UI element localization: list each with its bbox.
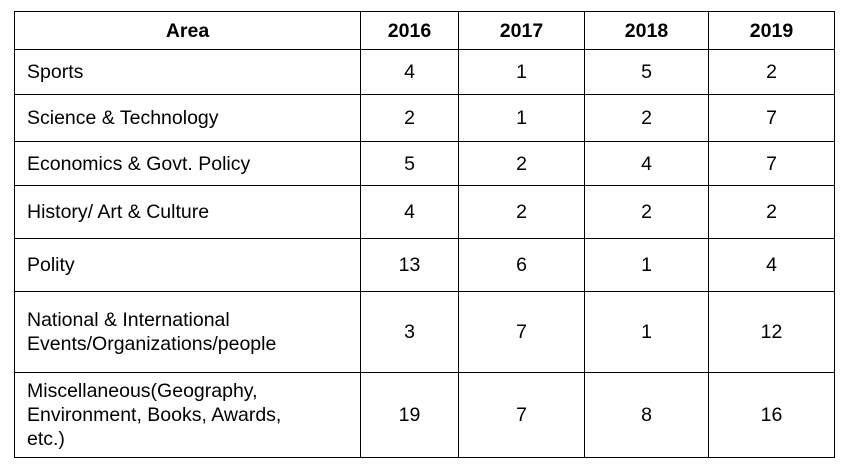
table-row: Science & Technology 2 1 2 7 xyxy=(14,94,835,142)
value-cell-2017: 1 xyxy=(458,94,585,142)
value-cell-2017: 1 xyxy=(458,49,585,95)
header-2016: 2016 xyxy=(360,11,459,50)
area-cell: Science & Technology xyxy=(14,94,361,142)
table-row: Polity 13 6 1 4 xyxy=(14,238,835,292)
header-2017: 2017 xyxy=(458,11,585,50)
header-2018: 2018 xyxy=(584,11,709,50)
value-cell-2019: 2 xyxy=(708,185,835,239)
value-cell-2018: 2 xyxy=(584,94,709,142)
value-cell-2016: 13 xyxy=(360,238,459,292)
header-2019: 2019 xyxy=(708,11,835,50)
value-cell-2019: 2 xyxy=(708,49,835,95)
value-cell-2018: 4 xyxy=(584,141,709,186)
value-cell-2016: 19 xyxy=(360,372,459,458)
value-cell-2017: 7 xyxy=(458,291,585,373)
header-row: Area 2016 2017 2018 2019 xyxy=(14,11,835,50)
data-table: Area 2016 2017 2018 2019 Sports 4 1 5 2 Scien… xyxy=(14,11,835,458)
value-cell-2019: 4 xyxy=(708,238,835,292)
value-cell-2016: 3 xyxy=(360,291,459,373)
value-cell-2018: 8 xyxy=(584,372,709,458)
area-cell: Economics & Govt. Policy xyxy=(14,141,361,186)
value-cell-2016: 4 xyxy=(360,185,459,239)
value-cell-2017: 7 xyxy=(458,372,585,458)
table-row: Miscellaneous(Geography, Environment, Boo… xyxy=(14,372,835,458)
value-cell-2017: 2 xyxy=(458,185,585,239)
value-cell-2019: 7 xyxy=(708,141,835,186)
table-row: History/ Art & Culture 4 2 2 2 xyxy=(14,185,835,239)
table-row: National & International Events/Organizat… xyxy=(14,291,835,373)
area-cell: History/ Art & Culture xyxy=(14,185,361,239)
header-area: Area xyxy=(14,11,361,50)
value-cell-2016: 4 xyxy=(360,49,459,95)
area-cell: National & International Events/Organizat… xyxy=(14,291,361,373)
table-row: Sports 4 1 5 2 xyxy=(14,49,835,95)
value-cell-2019: 7 xyxy=(708,94,835,142)
area-cell: Miscellaneous(Geography, Environment, Boo… xyxy=(14,372,361,458)
value-cell-2018: 1 xyxy=(584,238,709,292)
value-cell-2017: 6 xyxy=(458,238,585,292)
area-cell: Sports xyxy=(14,49,361,95)
value-cell-2018: 2 xyxy=(584,185,709,239)
value-cell-2018: 1 xyxy=(584,291,709,373)
value-cell-2017: 2 xyxy=(458,141,585,186)
value-cell-2018: 5 xyxy=(584,49,709,95)
value-cell-2016: 2 xyxy=(360,94,459,142)
value-cell-2016: 5 xyxy=(360,141,459,186)
value-cell-2019: 16 xyxy=(708,372,835,458)
table-row: Economics & Govt. Policy 5 2 4 7 xyxy=(14,141,835,186)
value-cell-2019: 12 xyxy=(708,291,835,373)
table-body: Sports 4 1 5 2 Science & Technology 2 1 2 7 Econom… xyxy=(14,49,835,458)
area-cell: Polity xyxy=(14,238,361,292)
